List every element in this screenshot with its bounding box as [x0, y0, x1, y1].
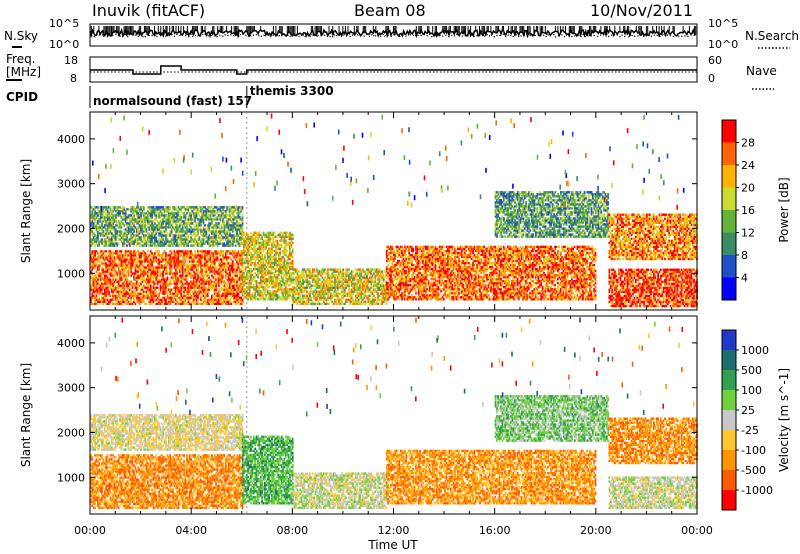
scatter-cell — [167, 293, 169, 295]
nave-label: Nave — [746, 64, 777, 78]
power-scatter — [90, 114, 698, 308]
frequency-trace — [90, 66, 697, 74]
nave-top-label: 60 — [708, 54, 722, 67]
scatter-cell — [98, 297, 100, 299]
noise-right-top-label: 10^5 — [708, 17, 738, 30]
scatter-cell — [147, 250, 149, 252]
noise-left-top-label: 10^5 — [49, 17, 79, 30]
freq-trace — [90, 66, 697, 74]
scatter-cell — [111, 256, 113, 258]
scatter-cell — [105, 295, 107, 297]
scatter-cell — [158, 295, 160, 297]
noise-strip: N.Sky 10^5 10^0 10^5 10^0 N.Search — [4, 17, 799, 51]
scatter-cell — [157, 287, 159, 289]
scatter-cell — [97, 281, 99, 283]
scatter-cell — [122, 250, 124, 252]
freq-strip: Freq. [MHz] 18 8 60 0 Nave — [6, 52, 777, 89]
station-title: Inuvik (fitACF) — [92, 1, 205, 20]
freq-top-label: 18 — [64, 54, 78, 67]
nsky-label: N.Sky — [4, 29, 38, 43]
scatter-cell — [91, 268, 93, 270]
scatter-cell — [158, 278, 160, 280]
scatter-cell — [158, 250, 160, 252]
scatter-cell — [128, 268, 130, 270]
scatter-cell — [171, 268, 173, 270]
scatter-cell — [146, 254, 148, 256]
date-title: 10/Nov/2011 — [590, 1, 693, 20]
scatter-cell — [105, 254, 107, 256]
cpid-mode-label: themis 3300 — [250, 84, 334, 98]
scatter-cell — [167, 276, 169, 278]
scatter-cell — [101, 266, 103, 268]
freq-bottom-label: 8 — [70, 72, 77, 85]
scatter-cell — [171, 250, 173, 252]
scatter-cell — [110, 295, 112, 297]
cpid-mode-label: normalsound (fast) 157 — [93, 94, 252, 108]
scatter-cell — [171, 283, 173, 285]
scatter-cell — [98, 268, 100, 270]
noise-trace — [90, 26, 696, 37]
radar-figure: Inuvik (fitACF) Beam 08 10/Nov/2011 N.Sk… — [0, 0, 800, 554]
scatter-cell — [150, 285, 152, 287]
scatter-cell — [150, 256, 152, 258]
noise-right-bottom-label: 10^0 — [708, 38, 738, 51]
scatter-cell — [108, 291, 110, 293]
scatter-cell — [130, 268, 132, 270]
nsearch-label: N.Search — [745, 29, 799, 43]
freq-label-line2: [MHz] — [6, 65, 41, 79]
nave-bottom-label: 0 — [708, 72, 715, 85]
noise-left-bottom-label: 10^0 — [49, 38, 79, 51]
scatter-cell — [144, 268, 146, 270]
beam-title: Beam 08 — [354, 1, 426, 20]
scatter-cell — [176, 270, 178, 272]
scatter-cell — [147, 256, 149, 258]
scatter-cell — [146, 303, 148, 305]
freq-label-line1: Freq. — [6, 52, 36, 66]
scatter-cell — [155, 291, 157, 293]
scatter-cell — [105, 250, 107, 252]
cpid-label: CPID — [6, 90, 38, 104]
